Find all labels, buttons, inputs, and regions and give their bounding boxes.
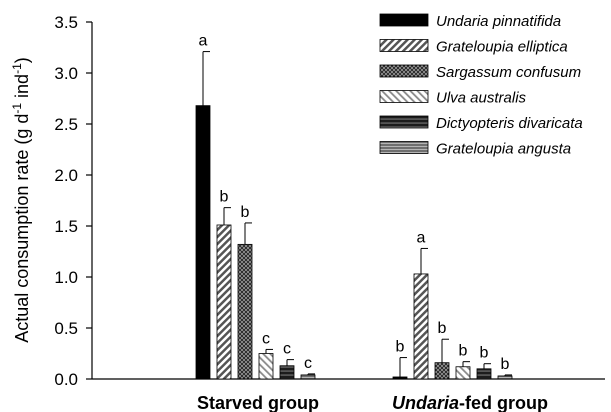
bar: [434, 362, 450, 380]
bar: [476, 368, 492, 380]
y-tick-label: 2.0: [54, 166, 78, 185]
y-tick-label: 2.5: [54, 115, 78, 134]
bar: [392, 376, 408, 380]
y-tick-label: 0.5: [54, 319, 78, 338]
legend: Undaria pinnatifida Grateloupia elliptica…: [379, 13, 583, 158]
bar: [497, 375, 513, 380]
y-tick-label: 1.5: [54, 217, 78, 236]
x-category-label: Starved group: [197, 393, 319, 412]
bar: [216, 224, 232, 380]
legend-swatch: [379, 64, 429, 78]
legend-label: Undaria pinnatifida: [436, 13, 561, 30]
significance-letter: b: [241, 204, 250, 221]
legend-label: Dictyopteris divaricata: [436, 115, 583, 132]
significance-letter: a: [199, 33, 208, 50]
y-tick-label: 3.0: [54, 64, 78, 83]
significance-letter: b: [501, 356, 510, 373]
significance-letter: c: [262, 330, 270, 347]
bar: [300, 374, 316, 380]
bar: [455, 366, 471, 380]
significance-letter: b: [438, 320, 447, 337]
significance-letter: b: [480, 345, 489, 362]
bar: [279, 365, 295, 380]
significance-letter: c: [283, 341, 291, 358]
y-tick-label: 1.0: [54, 268, 78, 287]
y-tick-label: 3.5: [54, 13, 78, 32]
significance-letter: b: [459, 343, 468, 360]
y-tick-label: 0.0: [54, 370, 78, 389]
bar: [258, 353, 274, 380]
significance-letter: c: [304, 355, 312, 372]
x-axis-categories: Starved group Undaria-fed group: [197, 393, 548, 412]
y-axis-title: Actual consumption rate (g d-1 ind-1): [10, 57, 32, 343]
legend-label: Sargassum confusum: [436, 64, 581, 81]
legend-label: Grateloupia elliptica: [436, 39, 568, 56]
bar: [195, 105, 211, 380]
significance-letter: b: [396, 339, 405, 356]
bar: [237, 243, 253, 380]
bar: [413, 273, 429, 380]
legend-label: Grateloupia angusta: [436, 141, 571, 158]
legend-swatch: [379, 13, 429, 27]
legend-swatch: [379, 141, 429, 154]
significance-letter: a: [417, 229, 426, 246]
x-category-label: Undaria-fed group: [392, 393, 548, 412]
legend-label: Ulva australis: [436, 90, 527, 107]
significance-letter: b: [220, 189, 229, 206]
y-axis-ticks: 0.0 0.5 1.0 1.5 2.0 2.5 3.0 3.5: [54, 13, 92, 389]
legend-swatch: [379, 90, 429, 103]
legend-swatch: [379, 39, 429, 52]
legend-swatch: [379, 115, 429, 129]
